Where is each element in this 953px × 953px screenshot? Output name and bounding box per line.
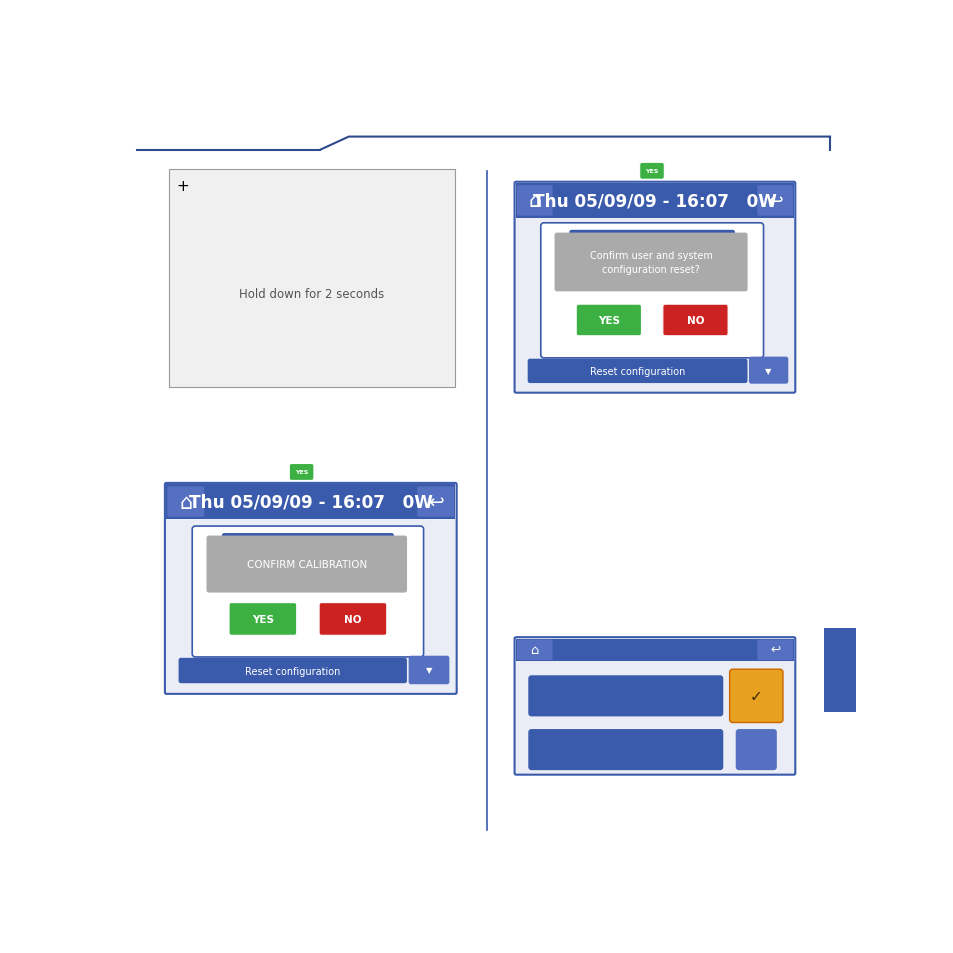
FancyBboxPatch shape	[528, 676, 722, 717]
Text: ⌂: ⌂	[179, 492, 193, 512]
Text: YES: YES	[598, 315, 619, 326]
Text: YES: YES	[252, 615, 274, 624]
FancyBboxPatch shape	[318, 603, 386, 636]
Text: ✓: ✓	[749, 689, 761, 703]
Text: Thu 05/09/09 - 16:07   0W: Thu 05/09/09 - 16:07 0W	[189, 493, 433, 511]
FancyBboxPatch shape	[206, 536, 407, 593]
FancyBboxPatch shape	[569, 231, 734, 253]
Text: ↩: ↩	[428, 493, 443, 512]
FancyBboxPatch shape	[735, 729, 776, 770]
Text: YES: YES	[644, 169, 658, 174]
FancyBboxPatch shape	[576, 305, 640, 336]
FancyBboxPatch shape	[748, 357, 787, 384]
FancyBboxPatch shape	[289, 464, 314, 481]
Text: NO: NO	[344, 615, 361, 624]
FancyBboxPatch shape	[729, 669, 782, 722]
FancyBboxPatch shape	[639, 163, 663, 180]
FancyBboxPatch shape	[662, 305, 727, 336]
FancyBboxPatch shape	[528, 729, 722, 770]
FancyBboxPatch shape	[554, 233, 747, 292]
Text: Thu 05/09/09 - 16:07   0W: Thu 05/09/09 - 16:07 0W	[533, 193, 776, 211]
FancyBboxPatch shape	[408, 656, 449, 684]
FancyBboxPatch shape	[823, 628, 856, 713]
FancyBboxPatch shape	[516, 639, 793, 661]
Text: Reset configuration: Reset configuration	[589, 367, 684, 376]
Text: CONFIRM CALIBRATION: CONFIRM CALIBRATION	[247, 559, 367, 570]
FancyBboxPatch shape	[193, 526, 423, 658]
Text: Reset configuration: Reset configuration	[245, 666, 340, 676]
Text: Hold down for 2 seconds: Hold down for 2 seconds	[239, 288, 384, 300]
Text: ↩: ↩	[766, 192, 782, 211]
FancyBboxPatch shape	[757, 639, 792, 660]
FancyBboxPatch shape	[517, 186, 552, 216]
FancyBboxPatch shape	[540, 224, 762, 358]
FancyBboxPatch shape	[517, 639, 552, 660]
FancyBboxPatch shape	[178, 659, 407, 683]
FancyBboxPatch shape	[222, 534, 394, 557]
FancyBboxPatch shape	[167, 487, 204, 517]
FancyBboxPatch shape	[527, 359, 747, 384]
FancyBboxPatch shape	[169, 170, 455, 388]
FancyBboxPatch shape	[166, 485, 455, 519]
FancyBboxPatch shape	[516, 184, 793, 218]
Text: ⌂: ⌂	[528, 192, 540, 212]
FancyBboxPatch shape	[514, 183, 795, 394]
FancyBboxPatch shape	[757, 186, 792, 216]
Text: ↩: ↩	[769, 643, 780, 657]
Text: NO: NO	[686, 315, 703, 326]
FancyBboxPatch shape	[514, 638, 795, 775]
FancyBboxPatch shape	[416, 487, 454, 517]
Text: Confirm user and system
configuration reset?: Confirm user and system configuration re…	[589, 251, 712, 274]
Text: YES: YES	[294, 470, 308, 475]
Text: ▼: ▼	[764, 366, 771, 375]
FancyBboxPatch shape	[165, 483, 456, 694]
Text: ⌂: ⌂	[530, 643, 538, 657]
Text: +: +	[176, 179, 189, 193]
Text: ▼: ▼	[425, 666, 432, 675]
FancyBboxPatch shape	[229, 603, 296, 636]
